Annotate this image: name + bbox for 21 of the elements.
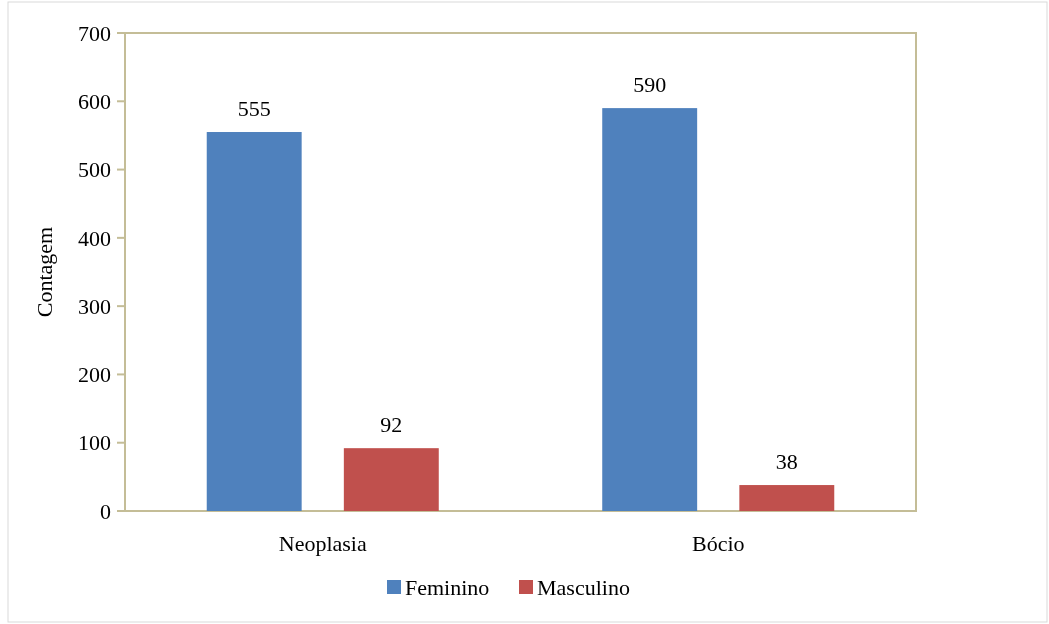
y-tick-label: 700 xyxy=(78,20,111,46)
x-tick-label: Bócio xyxy=(691,531,745,556)
bar xyxy=(343,448,439,511)
y-tick-label: 300 xyxy=(78,293,111,319)
data-label: 92 xyxy=(380,412,403,438)
data-label: 590 xyxy=(633,72,667,98)
y-tick-label: 100 xyxy=(78,430,111,456)
data-label: 555 xyxy=(237,96,271,122)
y-tick-label: 600 xyxy=(78,88,111,114)
y-axis-title: Contagem xyxy=(32,226,57,318)
bar xyxy=(739,485,835,511)
bar xyxy=(206,132,302,511)
legend-label: Masculino xyxy=(537,574,630,600)
data-label: 38 xyxy=(775,449,798,475)
y-tick-label: 400 xyxy=(78,225,111,251)
x-tick-label: Neoplasia xyxy=(278,531,367,556)
y-tick-label: 500 xyxy=(78,157,111,183)
y-tick-label: 200 xyxy=(78,362,111,388)
bar xyxy=(602,108,698,511)
legend-label: Feminino xyxy=(405,574,490,600)
y-tick-label: 0 xyxy=(100,498,111,524)
